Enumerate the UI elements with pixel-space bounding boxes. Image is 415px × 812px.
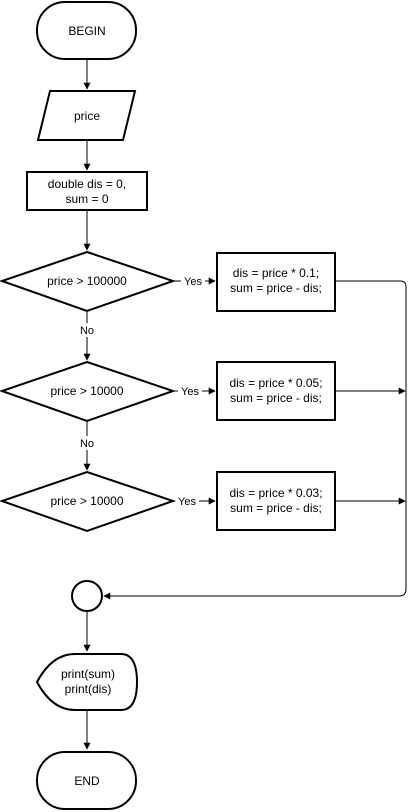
node-action1: dis = price * 0.1; sum = price - dis;: [216, 252, 336, 312]
node-input-price: price: [36, 90, 137, 141]
node-output: print(sum) print(dis): [35, 653, 139, 711]
action3-line1: dis = price * 0.03;: [229, 486, 322, 500]
init-line1: double dis = 0,: [48, 177, 126, 191]
node-cond2: price > 10000: [0, 360, 177, 423]
init-line2: sum = 0: [65, 192, 108, 206]
edge-label-no-1: No: [80, 325, 94, 337]
action1-line1: dis = price * 0.1;: [233, 266, 319, 280]
end-label: END: [74, 774, 100, 788]
node-init: double dis = 0, sum = 0: [26, 171, 148, 211]
cond3-label: price > 10000: [50, 494, 123, 508]
node-action3: dis = price * 0.03; sum = price - dis;: [216, 471, 336, 531]
cond1-label: price > 100000: [47, 274, 127, 288]
output-line2: print(dis): [65, 682, 112, 696]
edge-labels: Yes No Yes No Yes: [77, 274, 205, 508]
edge-label-yes-1: Yes: [184, 276, 202, 288]
node-begin: BEGIN: [36, 1, 137, 60]
node-action2: dis = price * 0.05; sum = price - dis;: [216, 361, 336, 421]
action1-line2: sum = price - dis;: [230, 281, 322, 295]
node-cond1: price > 100000: [0, 250, 177, 313]
edge-label-yes-2: Yes: [181, 386, 199, 398]
node-merge: [71, 580, 103, 612]
cond2-label: price > 10000: [50, 384, 123, 398]
input-price-label: price: [74, 109, 100, 123]
action2-line1: dis = price * 0.05;: [229, 376, 322, 390]
node-end: END: [36, 751, 137, 810]
output-line1: print(sum): [61, 667, 115, 681]
edge-label-no-2: No: [80, 438, 94, 450]
edge-action1-to-merge: [103, 280, 407, 600]
begin-label: BEGIN: [68, 24, 105, 38]
action3-line2: sum = price - dis;: [230, 501, 322, 515]
edge-label-yes-3: Yes: [178, 496, 196, 508]
action2-line2: sum = price - dis;: [230, 391, 322, 405]
node-cond3: price > 10000: [0, 470, 177, 533]
